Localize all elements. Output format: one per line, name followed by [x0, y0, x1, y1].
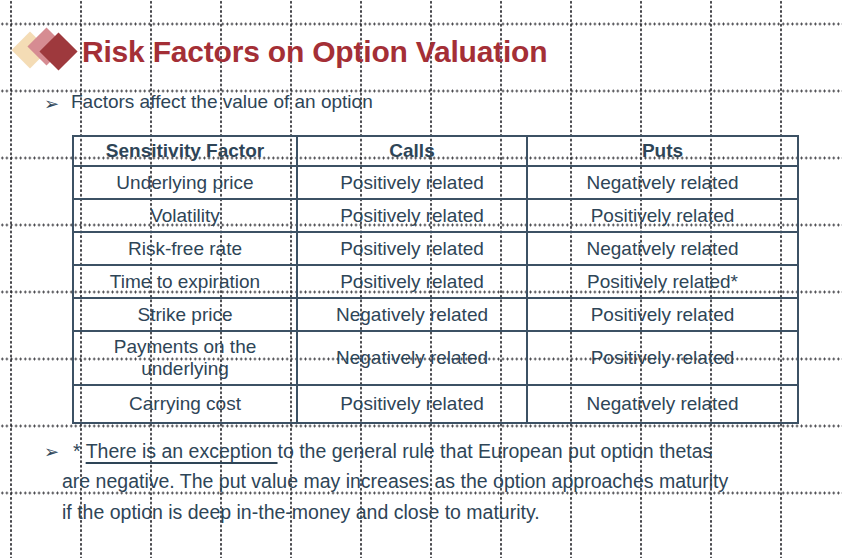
footnote-underlined-text: There is an exception [86, 440, 278, 462]
bullet-text: Factors affect the value of an option [71, 91, 373, 113]
table-cell: Positively related [297, 265, 527, 298]
table-cell: Positively related* [527, 265, 798, 298]
table-cell: Volatility [73, 199, 297, 232]
footnote-line-2: are negative. The put value may increase… [62, 469, 728, 493]
table-cell: Time to expiration [73, 265, 297, 298]
table-cell: Negatively related [527, 166, 798, 199]
page-title: Risk Factors on Option Valuation [82, 33, 782, 71]
table-cell: Positively related [297, 385, 527, 423]
column-header: Puts [527, 136, 798, 166]
bullet-arrow-icon: ➢ [44, 93, 59, 115]
table-cell: Positively related [527, 298, 798, 331]
footnote-line-1: * There is an exception to the general r… [73, 439, 712, 463]
sensitivity-table-wrapper: Sensitivity FactorCallsPuts Underlying p… [72, 135, 799, 424]
table-cell: Carrying cost [73, 385, 297, 423]
footnote-line-3: if the option is deep in-the-money and c… [62, 500, 540, 524]
header-row: Sensitivity FactorCallsPuts [73, 136, 798, 166]
table-cell: Negatively related [297, 298, 527, 331]
table-cell: Negatively related [297, 331, 527, 385]
column-header: Sensitivity Factor [73, 136, 297, 166]
table-row: Risk-free ratePositively relatedNegative… [73, 232, 798, 265]
table-cell: Risk-free rate [73, 232, 297, 265]
table-cell: Strike price [73, 298, 297, 331]
table-row: Payments on the underlyingNegatively rel… [73, 331, 798, 385]
table-row: Underlying pricePositively relatedNegati… [73, 166, 798, 199]
table-row: Time to expirationPositively relatedPosi… [73, 265, 798, 298]
sensitivity-table: Sensitivity FactorCallsPuts Underlying p… [72, 135, 799, 424]
slide: Risk Factors on Option Valuation ➢ Facto… [0, 0, 842, 558]
table-row: Strike priceNegatively relatedPositively… [73, 298, 798, 331]
table-cell: Positively related [297, 232, 527, 265]
table-cell: Positively related [527, 331, 798, 385]
column-header: Calls [297, 136, 527, 166]
footnote-arrow-icon: ➢ [44, 441, 59, 463]
footnote-line-1-rest: to the general rule that European put op… [278, 440, 713, 462]
table-cell: Payments on the underlying [73, 331, 297, 385]
footnote-asterisk: * [73, 440, 86, 462]
table-cell: Positively related [527, 199, 798, 232]
table-cell: Negatively related [527, 385, 798, 423]
table-row: Carrying costPositively relatedNegativel… [73, 385, 798, 423]
table-row: VolatilityPositively relatedPositively r… [73, 199, 798, 232]
table-cell: Positively related [297, 199, 527, 232]
table-cell: Negatively related [527, 232, 798, 265]
table-cell: Underlying price [73, 166, 297, 199]
table-cell: Positively related [297, 166, 527, 199]
